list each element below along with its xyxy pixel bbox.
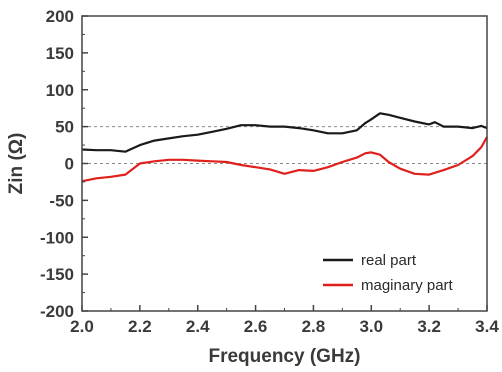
y-tick-label: 50	[55, 118, 74, 137]
x-tick-label: 2.6	[244, 317, 268, 336]
x-tick-label: 3.4	[475, 317, 499, 336]
y-axis-title: Zin (Ω)	[6, 133, 27, 195]
y-tick-label: 0	[65, 155, 74, 174]
x-tick-label: 3.2	[417, 317, 441, 336]
legend: real part maginary part	[323, 252, 454, 294]
x-axis-title: Frequency (GHz)	[208, 346, 360, 367]
y-tick-label: -50	[49, 191, 74, 210]
y-tick-label: 150	[46, 44, 74, 63]
series-lines	[81, 112, 488, 183]
tick-labels: 2.0 2.2 2.4 2.6 2.8 3.0 3.2 3.4 200 150 100 50 0 -50 -…	[40, 7, 499, 336]
x-tick-label: 2.2	[128, 317, 152, 336]
x-tick-label: 3.0	[359, 317, 383, 336]
x-tick-label: 2.4	[186, 317, 210, 336]
y-tick-label: -200	[40, 302, 74, 321]
legend-label-real-part: real part	[361, 252, 417, 269]
x-tick-label: 2.0	[70, 317, 94, 336]
reference-lines	[82, 126, 487, 164]
y-tick-label: 200	[46, 7, 74, 26]
axis-ticks	[81, 15, 488, 312]
series-line-imaginary-part	[81, 136, 488, 183]
y-tick-label: -150	[40, 265, 74, 284]
y-tick-label: -100	[40, 228, 74, 247]
x-tick-label: 2.8	[302, 317, 326, 336]
y-tick-label: 100	[46, 81, 74, 100]
series-line-real-part	[81, 112, 488, 153]
legend-label-imaginary-part: maginary part	[361, 277, 454, 294]
